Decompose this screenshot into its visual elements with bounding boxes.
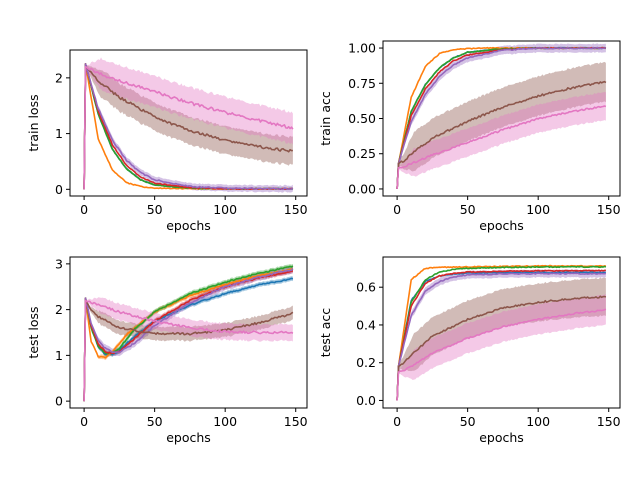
y-tick-label: 0 — [55, 394, 63, 409]
y-tick-label: 0 — [55, 182, 63, 197]
line-series-5 — [83, 63, 294, 191]
x-tick-label: 100 — [526, 414, 550, 429]
x-tick-label: 0 — [80, 414, 88, 429]
line-series-6 — [83, 65, 293, 190]
y-tick-label: 0.6 — [356, 280, 376, 295]
x-tick-label: 50 — [147, 202, 163, 217]
plot-area — [83, 263, 294, 402]
line-series-2 — [83, 268, 294, 402]
x-tick-label: 100 — [213, 202, 237, 217]
line-series-6 — [83, 299, 294, 402]
axes-frame — [382, 256, 621, 409]
x-tick-label: 150 — [284, 414, 308, 429]
line-series-5 — [83, 268, 294, 402]
y-axis-label: test loss — [26, 306, 41, 358]
axes-frame — [69, 256, 308, 409]
y-tick-label: 0.50 — [348, 111, 376, 126]
line-series-5 — [396, 272, 606, 401]
band-series-7 — [85, 57, 293, 145]
x-tick-label: 150 — [284, 202, 308, 217]
y-axis-label: train acc — [318, 91, 333, 146]
x-axis-label: epochs — [166, 430, 211, 445]
line-series-7 — [396, 105, 607, 190]
line-series-6 — [396, 80, 607, 189]
y-tick-label: 0.00 — [348, 181, 376, 196]
y-tick-label: 0.0 — [356, 393, 376, 408]
line-series-4 — [396, 269, 606, 401]
subplot-train-loss: 0 50 100 150 0 1 2 epochs train loss — [26, 49, 308, 233]
y-tick-label: 0.75 — [348, 76, 376, 91]
plot-area — [396, 264, 607, 401]
line-series-6 — [396, 295, 607, 401]
x-tick-label: 150 — [597, 414, 621, 429]
line-series-3 — [396, 265, 607, 401]
band-series-6 — [398, 61, 606, 172]
band-series-7 — [398, 294, 606, 380]
line-series-7 — [83, 65, 294, 190]
axes-frame — [69, 49, 308, 197]
y-axis-label: test acc — [318, 308, 333, 358]
plot-area — [396, 43, 607, 190]
y-tick-label: 3 — [55, 256, 63, 271]
x-axis-label: epochs — [479, 430, 524, 445]
x-axis-label: epochs — [166, 218, 211, 233]
band-series-7 — [398, 91, 606, 177]
x-axis-label: epochs — [479, 218, 524, 233]
x-tick-label: 0 — [393, 414, 401, 429]
x-tick-label: 50 — [460, 414, 476, 429]
subplot-test-acc: 0 50 100 150 0.0 0.2 0.4 0.6 epochs test acc — [318, 256, 621, 445]
line-series-3 — [83, 265, 294, 402]
y-tick-label: 2 — [55, 302, 63, 317]
y-tick-label: 1 — [55, 126, 63, 141]
x-tick-label: 0 — [80, 202, 88, 217]
band-series-6 — [85, 65, 293, 166]
y-tick-label: 0.4 — [356, 317, 376, 332]
y-tick-label: 2 — [55, 70, 63, 85]
line-series-5 — [396, 46, 606, 189]
y-tick-label: 0.2 — [356, 355, 376, 370]
line-series-7 — [83, 299, 294, 402]
x-tick-label: 100 — [526, 202, 550, 217]
y-tick-label: 1 — [55, 348, 63, 363]
x-tick-label: 50 — [147, 414, 163, 429]
x-tick-label: 100 — [213, 414, 237, 429]
line-series-7 — [396, 308, 607, 401]
plot-area — [83, 57, 294, 193]
y-tick-label: 1.00 — [348, 41, 376, 56]
y-axis-label: train loss — [26, 94, 41, 151]
subplot-test-loss: 0 50 100 150 0 1 2 3 epochs test loss — [26, 256, 308, 445]
band-series-1 — [85, 276, 293, 357]
x-tick-label: 50 — [460, 202, 476, 217]
x-tick-label: 0 — [393, 202, 401, 217]
subplot-train-acc: 0 50 100 150 0.00 0.25 0.50 0.75 1.00 epochs train… — [318, 40, 621, 233]
x-tick-label: 150 — [597, 202, 621, 217]
y-tick-label: 0.25 — [348, 146, 376, 161]
